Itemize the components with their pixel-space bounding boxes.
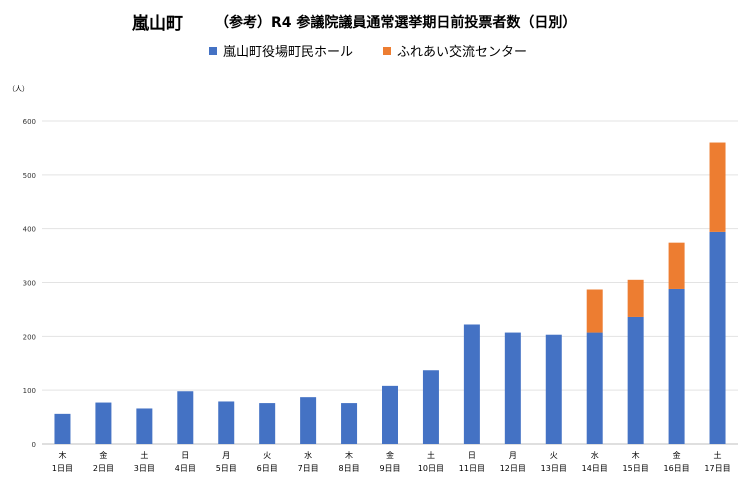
bar-series-1: [422, 370, 439, 444]
x-tick-day: 6日目: [257, 464, 278, 473]
x-tick-day: 12日目: [500, 464, 526, 473]
bar-series-1: [709, 231, 726, 444]
bar-series-1: [382, 385, 398, 444]
bar-series-1: [177, 391, 194, 444]
x-tick-day: 5日目: [216, 464, 237, 473]
x-tick-day: 7日目: [298, 464, 319, 473]
x-tick-day: 3日目: [134, 464, 155, 473]
x-tick-weekday: 金: [99, 450, 107, 460]
bar-series-1: [136, 408, 153, 444]
chart-title: 嵐山町: [132, 14, 183, 34]
x-tick-weekday: 日: [181, 451, 189, 460]
legend-item-series-1: 嵐山町役場町民ホール: [209, 41, 353, 60]
bar-series-1: [586, 332, 603, 444]
x-tick-day: 10日目: [418, 464, 444, 473]
x-tick-weekday: 木: [632, 450, 640, 460]
x-tick-weekday: 金: [673, 450, 681, 460]
y-tick-label: 500: [23, 172, 36, 180]
y-tick-label: 400: [23, 226, 36, 234]
x-tick-weekday: 水: [591, 450, 599, 460]
x-tick-weekday: 火: [550, 451, 558, 460]
x-tick-weekday: 木: [58, 450, 66, 460]
y-tick-label: 0: [32, 441, 36, 449]
bar-series-2: [668, 242, 685, 289]
x-tick-weekday: 月: [222, 451, 230, 460]
bar-series-2: [586, 289, 603, 333]
x-tick-weekday: 水: [304, 450, 312, 460]
bar-series-1: [668, 288, 685, 444]
bar-series-1: [300, 397, 317, 444]
x-tick-weekday: 土: [427, 450, 435, 460]
legend: 嵐山町役場町民ホール ふれあい交流センター: [209, 41, 557, 60]
x-tick-day: 11日目: [459, 464, 485, 473]
y-tick-label: 600: [23, 118, 36, 126]
x-tick-day: 16日目: [663, 464, 689, 473]
bar-series-1: [341, 403, 358, 444]
legend-label-series-2: ふれあい交流センター: [397, 45, 528, 60]
x-tick-weekday: 日: [468, 451, 476, 460]
bar-series-1: [218, 401, 235, 444]
bar-series-1: [463, 324, 480, 444]
y-axis-unit-label: （人）: [8, 85, 29, 93]
x-tick-weekday: 土: [714, 450, 722, 460]
x-tick-day: 14日目: [582, 464, 608, 473]
bar-series-1: [54, 413, 71, 444]
x-tick-weekday: 金: [386, 450, 394, 460]
x-tick-weekday: 月: [509, 451, 517, 460]
x-tick-day: 13日目: [541, 464, 567, 473]
bar-series-1: [259, 403, 276, 444]
x-tick-day: 17日目: [704, 464, 730, 473]
bar-series-1: [545, 334, 562, 444]
bar-series-2: [627, 279, 644, 317]
legend-item-series-2: ふれあい交流センター: [383, 41, 527, 60]
bar-series-1: [95, 402, 112, 444]
legend-swatch-series-1: [209, 46, 217, 55]
x-tick-day: 4日目: [175, 464, 196, 473]
x-tick-day: 1日目: [52, 464, 73, 473]
x-tick-weekday: 木: [345, 450, 353, 460]
x-tick-day: 8日目: [339, 464, 360, 473]
bar-series-1: [627, 316, 644, 444]
bar-series-1: [504, 332, 521, 444]
legend-swatch-series-2: [383, 46, 392, 55]
x-tick-weekday: 土: [140, 450, 148, 460]
y-tick-label: 200: [23, 333, 36, 341]
y-tick-label: 100: [23, 387, 36, 395]
y-tick-label: 300: [23, 280, 36, 288]
x-tick-day: 9日目: [379, 464, 400, 473]
x-tick-weekday: 火: [263, 451, 271, 460]
legend-label-series-1: 嵐山町役場町民ホール: [223, 45, 354, 60]
x-tick-day: 2日目: [93, 464, 114, 473]
bar-series-2: [709, 142, 726, 232]
x-tick-day: 15日目: [623, 464, 649, 473]
chart-subtitle: （参考）R4 参議院議員通常選挙期日前投票者数（日別）: [215, 15, 577, 31]
